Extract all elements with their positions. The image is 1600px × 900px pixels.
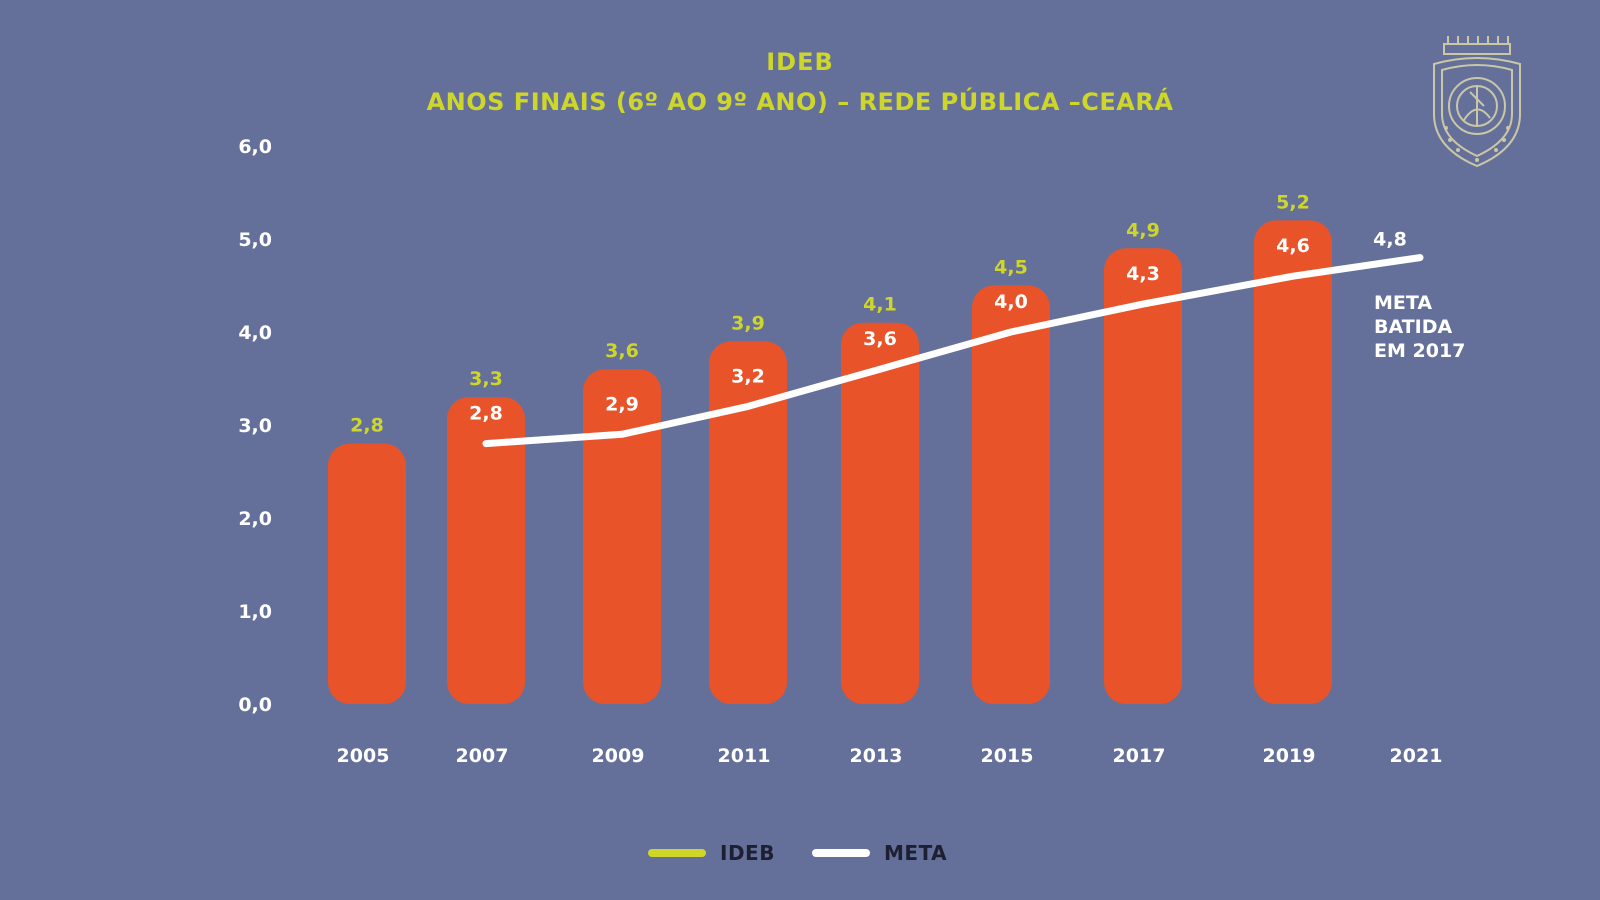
line-meta [482,254,1424,448]
x-tick-label: 2011 [718,745,771,767]
x-tick-label: 2019 [1263,745,1316,767]
data-label-meta: 3,2 [731,365,765,387]
chart-subtitle: ANOS FINAIS (6º AO 9º ANO) – REDE PÚBLIC… [426,88,1174,116]
annotation-line: EM 2017 [1374,340,1465,362]
x-tick-label: 2021 [1390,745,1443,767]
annotation-line: BATIDA [1374,316,1453,338]
y-tick-label: 3,0 [238,415,272,437]
y-tick-label: 2,0 [238,508,272,530]
data-label-meta: 2,9 [605,393,639,415]
y-tick-label: 6,0 [238,136,272,158]
data-label-meta: 4,6 [1276,235,1310,257]
bar-ideb [1254,220,1332,704]
bar-ideb [709,341,787,704]
x-tick-label: 2005 [337,745,390,767]
data-label-ideb: 4,1 [863,294,897,316]
bar-ideb [447,397,525,704]
y-tick-label: 0,0 [238,694,272,716]
data-label-meta: 4,0 [994,291,1028,313]
data-label-meta: 2,8 [469,403,503,425]
bar-ideb [1104,248,1182,705]
data-label-ideb: 4,5 [994,257,1028,279]
annotation-line: META [1374,292,1432,314]
data-label-ideb: 4,9 [1126,219,1160,241]
data-label-ideb: 3,6 [605,340,639,362]
legend-label-ideb: IDEB [720,841,775,865]
data-label-ideb: 3,3 [469,368,503,390]
x-tick-label: 2017 [1113,745,1166,767]
legend-item-ideb: IDEB [648,838,775,868]
bar-ideb [841,322,919,704]
x-tick-label: 2007 [456,745,509,767]
state-crest-logo [1433,36,1521,168]
data-label-ideb: 5,2 [1276,191,1310,213]
x-tick-label: 2015 [981,745,1034,767]
bar-ideb [583,369,661,704]
data-label-ideb: 3,9 [731,312,765,334]
x-tick-label: 2013 [850,745,903,767]
legend-swatch-meta [812,849,870,857]
y-tick-label: 4,0 [238,322,272,344]
legend-item-meta: META [812,838,947,868]
x-tick-label: 2009 [592,745,645,767]
data-label-meta: 4,8 [1373,229,1407,251]
y-tick-label: 5,0 [238,229,272,251]
y-tick-label: 1,0 [238,601,272,623]
bar-ideb [972,285,1050,704]
data-label-meta: 3,6 [863,328,897,350]
bar-ideb [328,443,406,704]
data-label-ideb: 2,8 [350,415,384,437]
chart-title: IDEB [766,48,834,76]
legend-swatch-ideb [648,849,706,857]
legend-label-meta: META [884,841,948,865]
data-label-meta: 4,3 [1126,263,1160,285]
